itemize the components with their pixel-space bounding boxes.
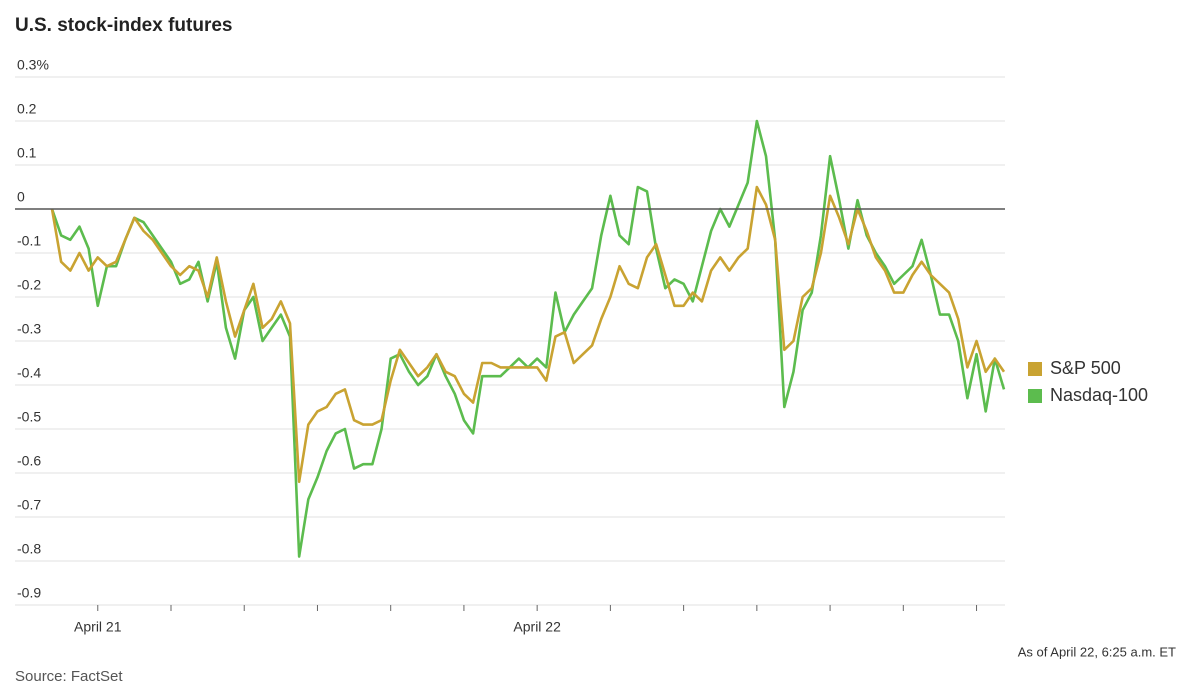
x-tick-label: April 21	[74, 619, 122, 635]
y-tick-label: 0.2	[17, 101, 37, 117]
y-tick-label: 0	[17, 189, 25, 205]
y-tick-label: -0.6	[17, 453, 41, 469]
series-line	[50, 119, 1006, 558]
series-line	[50, 185, 1006, 484]
y-tick-label: -0.8	[17, 541, 41, 557]
legend-label: S&P 500	[1050, 358, 1121, 378]
y-tick-label: -0.5	[17, 409, 41, 425]
note: As of April 22, 6:25 a.m. ET	[1018, 644, 1176, 659]
y-tick-label: 0.1	[17, 145, 37, 161]
y-tick-label: -0.9	[17, 585, 41, 601]
chart-title: U.S. stock-index futures	[15, 15, 233, 36]
y-tick-label: -0.2	[17, 277, 41, 293]
legend-label: Nasdaq-100	[1050, 385, 1148, 405]
x-tick-label: April 22	[513, 619, 561, 635]
y-tick-label: -0.7	[17, 497, 41, 513]
source: Source: FactSet	[15, 668, 123, 685]
y-tick-label: -0.3	[17, 321, 41, 337]
y-tick-label: 0.3%	[17, 57, 49, 73]
legend-swatch	[1028, 389, 1042, 403]
y-tick-label: -0.1	[17, 233, 41, 249]
y-tick-label: -0.4	[17, 365, 41, 381]
legend-swatch	[1028, 362, 1042, 376]
